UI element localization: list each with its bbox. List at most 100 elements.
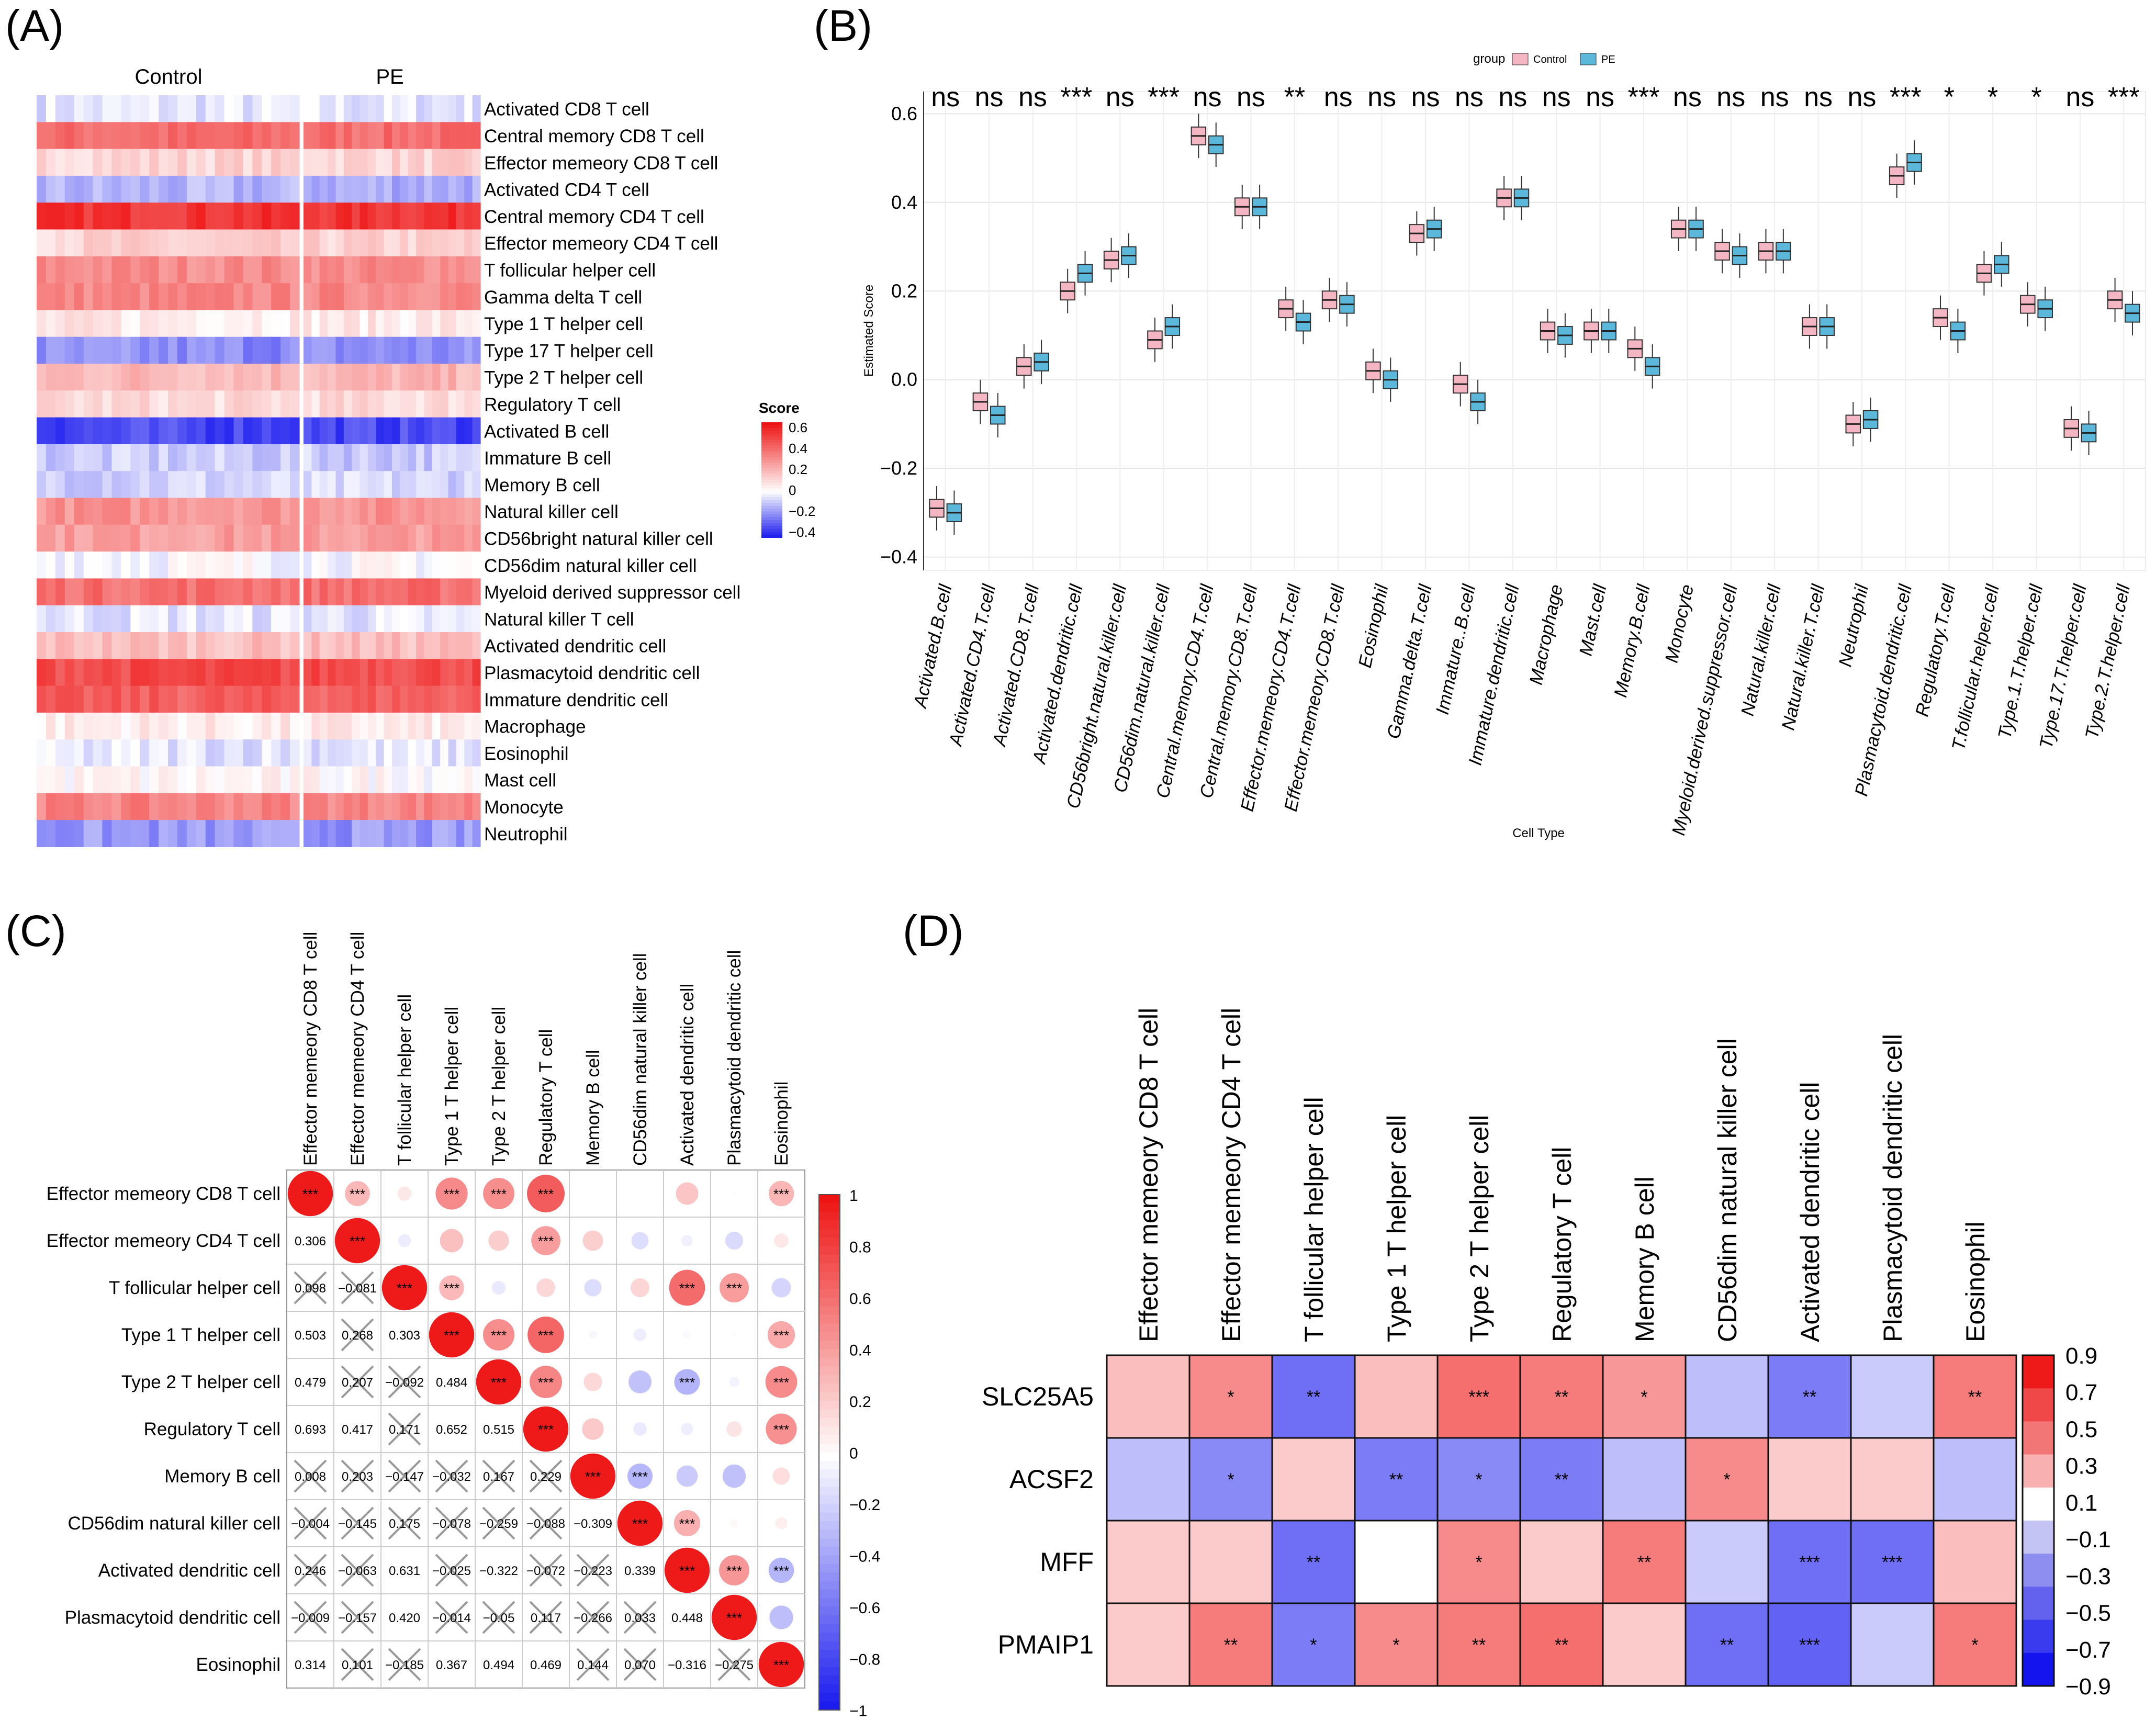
heatmap-cell [424,659,433,687]
heatmap-cell [64,632,75,659]
correlation-circle [681,1235,693,1246]
heatmap-cell [416,632,425,659]
heatmap-cell [384,659,392,687]
heatmap-cell [464,605,473,633]
heatmap-cell [111,390,121,418]
heatmap-cell [64,417,75,445]
heatmap-cell [464,149,473,176]
heatmap-cell [448,444,457,471]
heatmap-cell [328,739,336,767]
heatmap-cell [64,256,75,284]
heatmap-cell [205,766,216,794]
heatmap-cell [215,552,225,579]
heatmap-cell [424,417,433,445]
heatmap-cell [215,336,225,364]
heatmap-cell [83,498,94,525]
legend-tick: −0.5 [2065,1601,2111,1626]
heatmap-cell [352,149,361,176]
heatmap-cell [140,685,150,713]
heatmap-cell [400,632,409,659]
heatmap-cell [111,552,121,579]
heatmap-cell [360,552,368,579]
heatmap-cell [74,685,84,713]
heatmap-cell [352,256,361,284]
heatmap-cell [252,685,262,713]
heatmap-cell [215,632,225,659]
heatmap-cell [343,122,352,150]
heatmap-cell [262,793,272,820]
heatmap-cell [335,444,344,471]
heatmap-cell [215,364,225,391]
heatmap-cell [352,685,361,713]
heatmap-cell [55,578,65,606]
legend-swatch [2023,1587,2054,1621]
heatmap-cell [400,175,409,203]
heatmap-cell [83,256,94,284]
heatmap-cell [196,149,206,176]
significance-label: ns [1760,82,1789,113]
heatmap-cell [177,552,187,579]
row-label: Immature B cell [484,448,611,469]
row-label: Eosinophil [196,1655,281,1675]
legend-swatch [819,1675,840,1685]
heatmap-cell [130,498,140,525]
heatmap-cell [93,444,103,471]
heatmap-cell [37,712,47,740]
heatmap-cell [408,417,417,445]
heatmap-cell [130,766,140,794]
insignificant-cross [388,1412,421,1446]
insignificant-cross [576,1648,610,1681]
heatmap-cell [140,149,150,176]
heatmap-cell [186,417,197,445]
heatmap-cell [472,471,481,499]
heatmap-cell [224,283,234,310]
heatmap-cell [367,390,376,418]
correlation-value: −0.223 [574,1564,612,1578]
correlation-value: −0.185 [385,1658,424,1672]
heatmap-cell [432,712,441,740]
heatmap-cell [37,578,47,606]
heatmap-cell [224,203,234,230]
heatmap-cell [177,712,187,740]
heatmap-cell [360,390,368,418]
heatmap-cell [186,444,197,471]
heatmap-cell [64,283,75,310]
heatmap-cell [472,175,481,203]
heatmap-cell [111,122,121,150]
heatmap-cell [319,149,328,176]
heatmap-cell [376,632,385,659]
heatmap-cell [408,739,417,767]
correlation-value: 0.652 [436,1423,467,1437]
heatmap-cell [186,793,197,820]
heatmap-cell [243,149,253,176]
heatmap-cell [102,256,113,284]
legend-swatch [761,532,782,535]
heatmap-cell [311,364,320,391]
heatmap-cell [360,498,368,525]
heatmap-cell [140,524,150,552]
heatmap-cell [46,310,56,338]
heatmap-cell [408,203,417,230]
heatmap-cell [384,310,392,338]
correlation-circle [725,1231,744,1250]
heatmap-cell [392,229,400,257]
heatmap-cell [290,203,300,230]
legend-swatch [761,497,782,501]
column-label: CD56dim natural killer cell [1713,1038,1742,1342]
heatmap-cell [416,283,425,310]
panel-label-a: (A) [5,1,64,50]
heatmap-cell [168,471,178,499]
heatmap-cell [424,122,433,150]
heatmap-cell [360,605,368,633]
column-label: Memory B cell [1630,1176,1659,1342]
legend-swatch [819,1512,840,1522]
heatmap-cell [352,605,361,633]
heatmap-cell [384,605,392,633]
heatmap-cell [168,364,178,391]
heatmap-cell [311,203,320,230]
correlation-circle [669,1269,705,1306]
heatmap-cell [376,471,385,499]
heatmap-cell [392,310,400,338]
heatmap-cell [304,336,312,364]
column-label: Activated dendritic cell [677,984,698,1166]
